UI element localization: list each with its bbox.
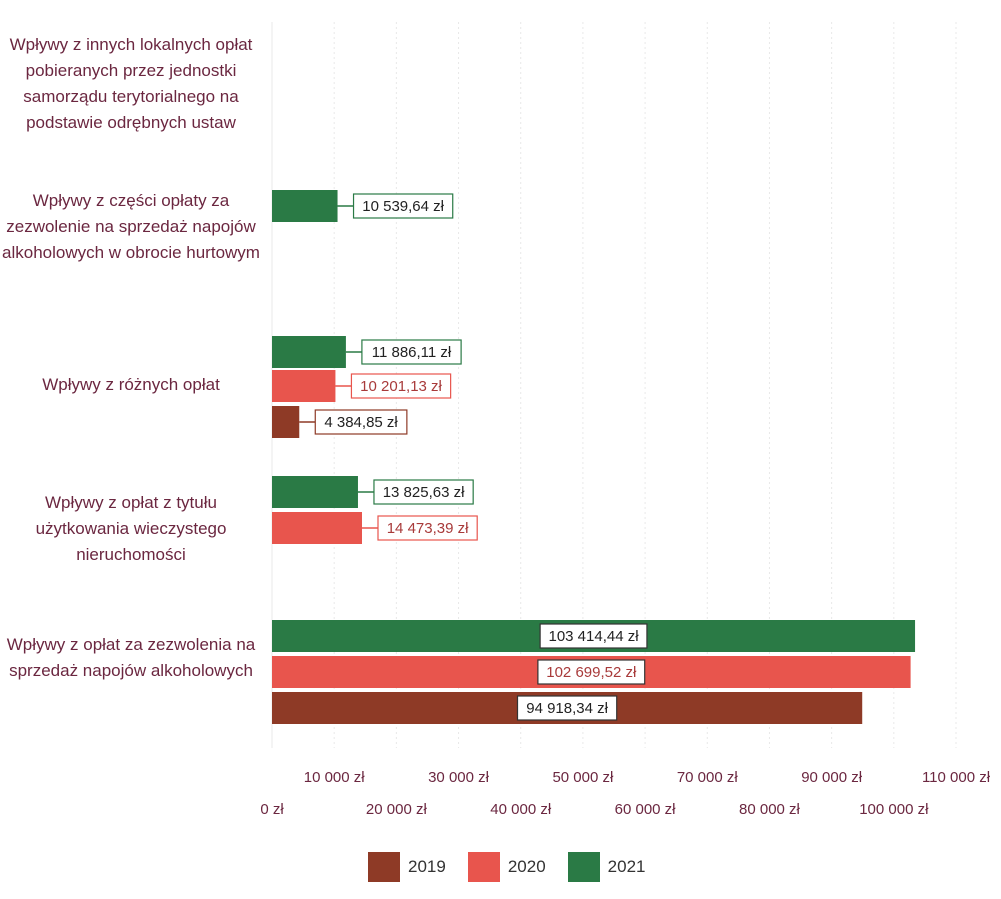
bar-2020-cat3 — [272, 512, 362, 544]
x-tick-label-100000: 100 000 zł — [859, 801, 929, 818]
bar-2021-cat2 — [272, 336, 346, 368]
data-label-2020-cat4: 102 699,52 zł — [546, 664, 637, 681]
bar-2019-cat2 — [272, 406, 300, 438]
legend-label-2020: 2020 — [507, 857, 546, 876]
x-tick-label-90000: 90 000 zł — [801, 769, 863, 786]
data-label-2021-cat4: 103 414,44 zł — [548, 628, 639, 645]
legend: 2019 2020 2021 — [368, 852, 645, 882]
category-label-other-local-fees: Wpływy z innych lokalnych opłat pobieran… — [9, 35, 253, 132]
legend-item-2019[interactable]: 2019 — [368, 852, 446, 882]
data-label-box-2020-cat3 — [377, 515, 478, 541]
data-label-box-2020-cat4 — [537, 659, 646, 685]
x-tick-label-80000: 80 000 zł — [739, 801, 801, 818]
x-tick-label-70000: 70 000 zł — [677, 769, 739, 786]
x-tick-label-40000: 40 000 zł — [490, 801, 552, 818]
data-label-2019-cat4: 94 918,34 zł — [526, 700, 608, 717]
legend-swatch-2021 — [567, 852, 600, 882]
data-label-2019-cat2: 4 384,85 zł — [324, 414, 398, 431]
legend-item-2021[interactable]: 2021 — [567, 852, 646, 882]
data-label-box-2019-cat4 — [516, 695, 618, 721]
bar-2021-cat3 — [272, 476, 358, 508]
legend-label-2021: 2021 — [607, 857, 646, 876]
x-tick-label-50000: 50 000 zł — [552, 769, 614, 786]
category-label-alcohol-permits: Wpływy z opłat za zezwolenia na sprzedaż… — [6, 635, 256, 680]
legend-swatch-2019 — [368, 852, 400, 882]
category-label-wholesale-alcohol-fee: Wpływy z części opłaty za zezwolenie na … — [2, 191, 260, 262]
x-tick-label-60000: 60 000 zł — [615, 801, 677, 818]
x-tick-label-10000: 10 000 zł — [304, 769, 366, 786]
bar-2020-cat2 — [272, 370, 336, 402]
bar-2021-cat1 — [272, 190, 338, 222]
data-label-box-2020-cat2 — [350, 373, 452, 399]
category-label-perpetual-usufruct: Wpływy z opłat z tytułu użytkowania wiec… — [35, 493, 227, 564]
data-label-2020-cat3: 14 473,39 zł — [387, 520, 469, 537]
data-labels: 10 539,64 zł 11 886,11 zł 13 825,63 zł 103 … — [299, 193, 648, 721]
data-label-box-2021-cat1 — [352, 193, 454, 219]
category-label-various-fees: Wpływy z różnych opłat — [42, 375, 220, 394]
data-label-2021-cat2: 11 886,11 zł — [372, 344, 452, 361]
data-label-box-2021-cat3 — [373, 479, 474, 505]
data-label-box-2021-cat4 — [539, 623, 648, 649]
legend-swatch-2020 — [467, 852, 500, 882]
x-tick-label-110000: 110 000 zł — [922, 769, 991, 786]
x-tick-label-20000: 20 000 zł — [366, 801, 428, 818]
data-label-box-2019-cat2 — [314, 409, 408, 435]
data-label-2021-cat3: 13 825,63 zł — [383, 484, 465, 501]
x-tick-label-0: 0 zł — [260, 801, 284, 818]
data-label-box-2021-cat2 — [361, 339, 462, 365]
x-tick-label-30000: 30 000 zł — [428, 769, 490, 786]
legend-label-2019: 2019 — [408, 857, 446, 876]
data-label-2020-cat2: 10 201,13 zł — [360, 378, 442, 395]
legend-item-2020[interactable]: 2020 — [467, 852, 546, 882]
data-label-2021-cat1: 10 539,64 zł — [362, 198, 444, 215]
